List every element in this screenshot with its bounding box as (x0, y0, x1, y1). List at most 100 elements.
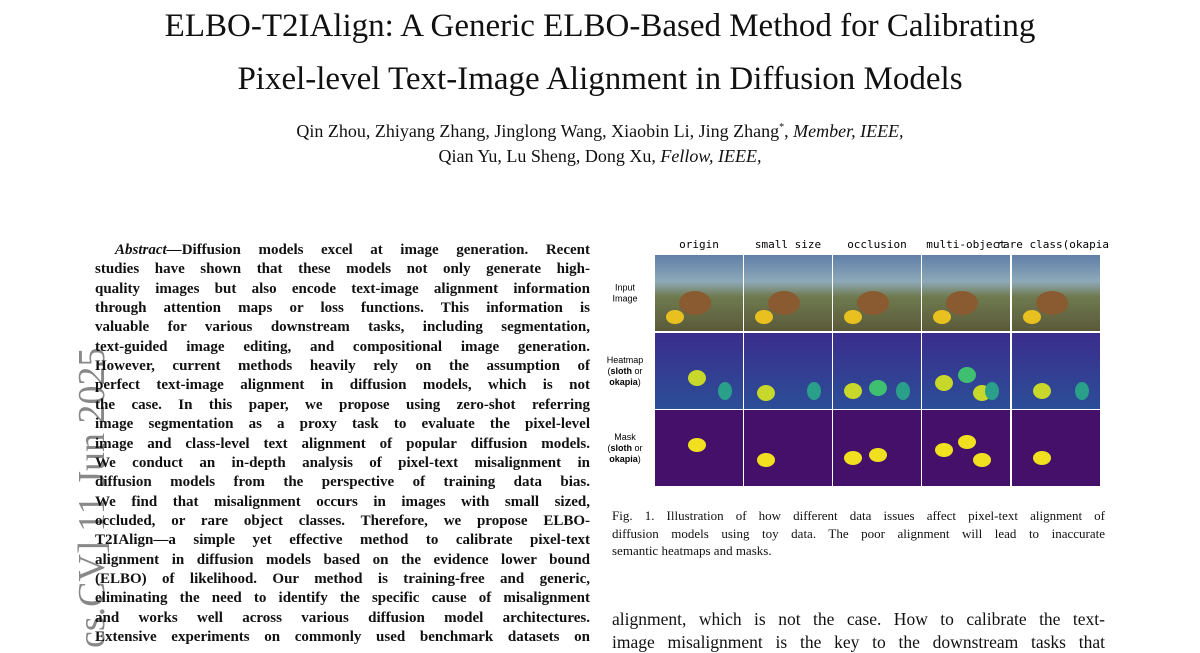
image-object (857, 291, 889, 315)
abstract-text: Extensive experiments on commonly used b… (95, 629, 590, 645)
abstract-text: We find that misalignment occurs in imag… (95, 493, 590, 510)
abstract-line: We find that misalignment occurs in imag… (95, 493, 590, 512)
authors: Qian Yu, Lu Sheng, Dong Xu, Fellow, IEEE… (0, 146, 1200, 167)
heatmap-blob (844, 383, 862, 399)
image-object (1023, 310, 1041, 324)
row-label-part: Mask (614, 432, 636, 442)
heatmap-blob (896, 382, 910, 400)
heatmap-cell (833, 333, 921, 409)
mask-cell (744, 410, 832, 486)
caption-line: semantic heatmaps and masks. (612, 543, 772, 558)
row-label: Input Image (612, 283, 637, 304)
abstract-line: Abstract—Diffusion models excel at image… (115, 241, 590, 260)
heatmap-blob (1033, 383, 1051, 399)
abstract-line: and works well across various diffusion … (95, 609, 590, 628)
image-object (755, 310, 773, 324)
abstract-label: Abstract— (115, 242, 182, 258)
image-object (933, 310, 951, 324)
row-label-part: or (632, 366, 643, 376)
row-label-part: ) (638, 454, 641, 464)
mask-blob (1033, 451, 1051, 465)
abstract-text: We conduct an in-depth analysis of pixel… (95, 454, 590, 471)
abstract-line: image and class-level text alignment of … (95, 435, 590, 454)
column-label: multi-object (926, 238, 1005, 251)
author-role: Fellow, IEEE, (660, 146, 762, 166)
abstract-text: T2IAlign—a simple yet effective method t… (95, 532, 590, 549)
abstract-line: the case. In this paper, we propose usin… (95, 396, 590, 415)
column-label: occlusion (847, 238, 907, 251)
abstract-text: image segmentation as a proxy task to ev… (95, 416, 590, 433)
heatmap-blob (807, 382, 821, 400)
abstract-line: studies have shown that these models not… (95, 260, 590, 279)
image-object (666, 310, 684, 324)
abstract-text: valuable for various downstream tasks, i… (95, 319, 590, 336)
author-role: Member, IEEE, (793, 121, 904, 141)
heatmap-blob (958, 367, 976, 383)
author-sep: , (784, 121, 794, 141)
mask-blob (958, 435, 976, 449)
heatmap-blob (757, 385, 775, 401)
abstract-text: image and class-level text alignment of … (95, 435, 590, 452)
abstract-text: text-guided image editing, and compositi… (95, 338, 590, 355)
row-label-part: or (632, 443, 643, 453)
abstract-line: (ELBO) of likelihood. Our method is trai… (95, 570, 590, 589)
heatmap-blob (935, 375, 953, 391)
abstract-text: Diffusion models excel at image generati… (181, 242, 590, 258)
body-line: image misalignment is the key to the dow… (612, 632, 1105, 652)
author-names: Qin Zhou, Zhiyang Zhang, Jinglong Wang, … (296, 121, 780, 141)
mask-blob (757, 453, 775, 467)
body-line: alignment, which is not the case. How to… (612, 609, 1105, 629)
row-label-part: sloth (610, 443, 632, 453)
title-line: ELBO-T2IAlign: A Generic ELBO-Based Meth… (164, 8, 1036, 44)
row-label-part: Image (612, 294, 637, 304)
column-label: rare class(okapia) (996, 238, 1110, 251)
abstract-text: perfect text-image alignment in diffusio… (95, 377, 590, 394)
image-object (946, 291, 978, 315)
caption-line: diffusion models using toy data. The poo… (612, 525, 1105, 541)
abstract-text: (ELBO) of likelihood. Our method is trai… (95, 570, 590, 587)
row-label-part: sloth (610, 366, 632, 376)
heatmap-cell (744, 333, 832, 409)
abstract-line: occluded, or rare object classes. Theref… (95, 512, 590, 531)
column-label: origin (679, 238, 719, 251)
abstract-line: quality images but also encode text-imag… (95, 280, 590, 299)
abstract-line: perfect text-image alignment in diffusio… (95, 376, 590, 395)
row-label-part: ) (638, 377, 641, 387)
row-label-part: Input (615, 283, 636, 293)
abstract-line: Extensive experiments on commonly used b… (95, 628, 590, 647)
title-line: Pixel-level Text-Image Alignment in Diff… (237, 61, 963, 97)
row-label: Mask (sloth or okapia) (607, 432, 642, 464)
mask-blob (869, 448, 887, 462)
abstract-text: and works well across various diffusion … (95, 609, 590, 626)
abstract-text: quality images but also encode text-imag… (95, 280, 590, 297)
abstract-line: text-guided image editing, and compositi… (95, 338, 590, 357)
heatmap-blob (1075, 382, 1089, 400)
heatmap-blob (869, 380, 887, 396)
author-mark: * (779, 122, 785, 133)
image-object (1036, 291, 1068, 315)
abstract-line: image segmentation as a proxy task to ev… (95, 415, 590, 434)
mask-cell (833, 410, 921, 486)
abstract-line: alignment in diffusion models based on t… (95, 551, 590, 570)
abstract-line: We conduct an in-depth analysis of pixel… (95, 454, 590, 473)
image-object (844, 310, 862, 324)
mask-blob (844, 451, 862, 465)
abstract-text: eliminating the need to identify the spe… (95, 590, 590, 607)
row-label-part: okapia (609, 377, 639, 387)
mask-blob (973, 453, 991, 467)
heatmap-cell (1012, 333, 1100, 409)
abstract-text: through attention maps or loss functions… (95, 300, 590, 317)
abstract-line: diffusion models from the perspective of… (95, 473, 590, 492)
row-label: Heatmap (sloth or okapia) (607, 355, 644, 387)
row-label-part: ( (607, 443, 610, 453)
row-label-part: ( (607, 366, 610, 376)
abstract-line: However, current methods heavily rely on… (95, 357, 590, 376)
authors: Qin Zhou, Zhiyang Zhang, Jinglong Wang, … (0, 121, 1200, 142)
mask-cell (1012, 410, 1100, 486)
heatmap-blob (688, 370, 706, 386)
heatmap-blob (718, 382, 732, 400)
image-object (679, 291, 711, 315)
heatmap-blob (985, 382, 999, 400)
image-object (768, 291, 800, 315)
